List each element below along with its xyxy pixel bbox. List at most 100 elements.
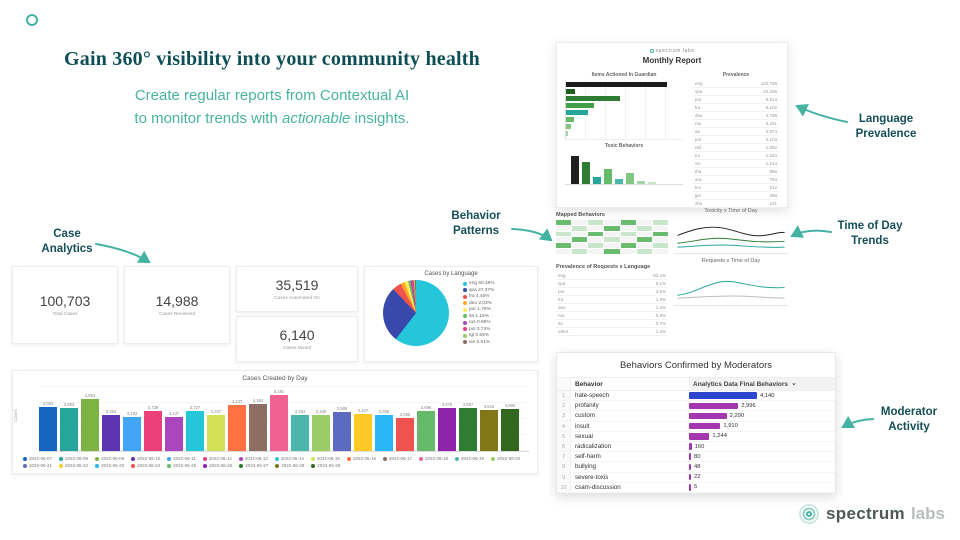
pie-legend-label: fra 4.45% — [469, 294, 490, 300]
daily-bar-value: 3,957 — [462, 402, 474, 407]
subtitle-line2-prefix: to monitor trends with — [134, 109, 282, 127]
callout-line: Prevalence — [855, 127, 917, 140]
report-right-column: Prevalence eng 162,758 spa 24,326 por 8,914 fr… — [693, 69, 779, 208]
daily-bar: 4,237 — [228, 399, 246, 451]
daily-bar: 3,975 — [438, 402, 456, 451]
daily-bar-value: 4,083 — [42, 401, 54, 406]
row-number: 8 — [557, 462, 571, 472]
requests-language-value: 2.6% — [655, 289, 666, 294]
pie-legend-item: tgl 0.65% — [463, 333, 495, 338]
toxic-behaviors-title: Toxic Behaviors — [604, 143, 644, 149]
daily-legend-item: 2022-06-29 — [311, 463, 340, 468]
behavior-bar-wrap: 4,140 — [689, 392, 835, 399]
daily-legend-date: 2022-06-22 — [65, 463, 89, 468]
prevalence-count: 2,103 — [765, 137, 777, 142]
daily-legend-date: 2022-06-19 — [461, 456, 485, 461]
page-title: Gain 360° visibility into your community… — [64, 48, 480, 70]
legend-dot — [275, 463, 280, 468]
daily-bar-column — [249, 404, 267, 451]
mapped-cell — [652, 243, 668, 249]
daily-bar-column — [396, 418, 414, 451]
requests-time-line-chart — [674, 280, 788, 306]
subtitle: Create regular reports from Contextual A… — [46, 85, 498, 130]
behavior-bar — [689, 443, 692, 450]
prevalence-row: ita 2,874 — [693, 128, 779, 136]
prevalence-row: pol 2,103 — [693, 136, 779, 144]
cases-by-day-panel: Cases Created by Day Cases 4,083 3,983 4,8… — [12, 370, 538, 474]
behavior-name: csam-discussion — [575, 483, 621, 491]
behavior-count: 4,140 — [760, 392, 775, 399]
daily-bar: 4,083 — [39, 401, 57, 451]
daily-legend-item: 2022-06-25 — [167, 463, 196, 468]
daily-bar-value: 3,983 — [63, 402, 75, 407]
row-number: 1 — [557, 391, 571, 401]
logo-text-primary: spectrum — [826, 504, 905, 523]
legend-dot — [203, 463, 208, 468]
callout-time-of-day-trends: Time of Day Trends — [824, 219, 916, 249]
requests-language-value: 0.9% — [655, 313, 666, 318]
mapped-cell — [636, 231, 652, 237]
daily-bar: 3,427 — [354, 408, 372, 451]
callout-line: Time of Day — [837, 220, 903, 232]
pie-legend-label: tgl 0.65% — [469, 333, 490, 339]
requests-language-row: por 2.6% — [556, 288, 668, 296]
row-number: 4 — [557, 421, 571, 431]
daily-bar-column — [144, 411, 162, 451]
report-hbar-row — [566, 89, 683, 94]
prevalence-language: pol — [695, 137, 702, 142]
mapped-cell — [620, 243, 636, 249]
daily-legend-date: 2022-06-27 — [245, 463, 269, 468]
prevalence-count: 24,326 — [763, 89, 777, 94]
legend-dot — [463, 320, 467, 325]
daily-legend-date: 2022-06-21 — [29, 463, 53, 468]
report-vbar — [582, 162, 590, 184]
report-hbar — [566, 82, 667, 87]
row-number: 5 — [557, 431, 571, 441]
behaviors-confirmed-panel: Behaviors Confirmed by Moderators Behavi… — [556, 352, 836, 494]
report-hbar — [566, 117, 575, 122]
daily-bar-column — [81, 399, 99, 451]
behavior-count: 5 — [694, 484, 698, 491]
daily-bar-value: 3,727 — [189, 405, 201, 410]
cases-by-language-pie — [383, 280, 449, 346]
behavior-bar-wrap: 1,244 — [689, 433, 835, 440]
requests-language-value: 9.1% — [655, 281, 666, 286]
behavior-row: 7 self-harm 80 — [557, 452, 835, 463]
daily-legend-item: 2022-06-14 — [274, 456, 304, 461]
behavior-bar — [689, 402, 739, 410]
prevalence-language: por — [695, 97, 702, 102]
behavior-name: custom — [575, 412, 595, 420]
callout-line: Language — [858, 113, 914, 125]
legend-dot — [382, 456, 387, 461]
prevalence-row: rus 3,251 — [693, 120, 779, 128]
report-hbar-row — [566, 110, 683, 115]
report-hbar-row — [566, 96, 683, 101]
behavior-count: 80 — [694, 453, 701, 460]
requests-time-title: Requests x Time of Day — [701, 258, 761, 264]
behavior-row: 8 bullying 48 — [557, 462, 835, 473]
prevalence-count: 6,102 — [765, 105, 777, 110]
report-vbar — [648, 182, 656, 184]
behavior-bar — [689, 463, 691, 471]
report-vbar — [604, 169, 612, 184]
behavior-row: 5 sexual 1,244 — [557, 431, 835, 442]
behavior-bar — [689, 484, 691, 491]
daily-legend-item: 2022-06-23 — [95, 463, 124, 468]
pie-legend-item: fra 4.45% — [463, 294, 495, 299]
daily-bar: 4,364 — [249, 398, 267, 451]
report-brand: spectrum labs — [557, 48, 787, 54]
daily-bar: 4,853 — [81, 393, 99, 451]
daily-legend-item: 2022-06-08 — [59, 456, 88, 461]
daily-legend-date: 2022-06-29 — [317, 463, 341, 468]
daily-bar-value: 3,739 — [147, 405, 159, 410]
daily-bar: 3,354 — [102, 409, 120, 451]
daily-bar: 3,355 — [375, 409, 393, 451]
pie-legend-item: rus 0.86% — [463, 320, 495, 325]
row-number: 7 — [557, 452, 571, 462]
daily-legend-date: 2022-06-18 — [425, 456, 449, 461]
prevalence-count: 8,914 — [765, 97, 777, 102]
daily-bar-column — [207, 415, 225, 451]
mapped-cell — [636, 220, 652, 225]
requests-language-row: fra 1.9% — [556, 296, 668, 304]
